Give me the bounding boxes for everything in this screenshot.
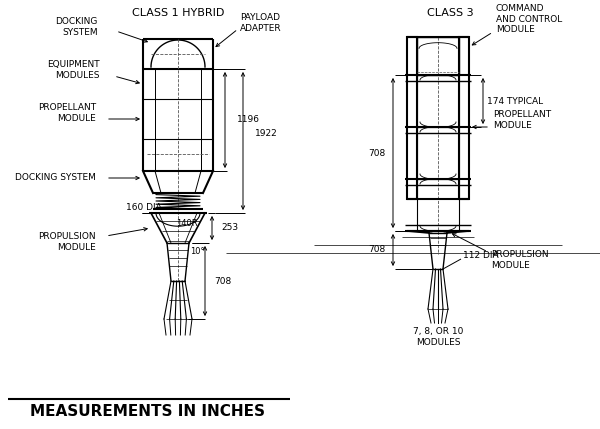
Text: MEASUREMENTS IN INCHES: MEASUREMENTS IN INCHES	[31, 404, 265, 419]
Text: 708: 708	[368, 245, 385, 254]
Bar	[407, 37, 417, 199]
Text: 708: 708	[368, 148, 385, 157]
Text: PROPELLANT
MODULE: PROPELLANT MODULE	[493, 110, 551, 130]
Bar	[417, 37, 459, 75]
Text: DOCKING
SYSTEM: DOCKING SYSTEM	[56, 17, 98, 37]
Text: 174 TYPICAL: 174 TYPICAL	[487, 97, 543, 106]
Text: 1922: 1922	[255, 130, 278, 139]
Text: PROPULSION
MODULE: PROPULSION MODULE	[491, 250, 548, 270]
Text: PROPULSION
MODULE: PROPULSION MODULE	[38, 232, 96, 252]
Text: 140R: 140R	[176, 218, 197, 227]
Text: EQUIPMENT
MODULES: EQUIPMENT MODULES	[47, 60, 100, 80]
Text: PAYLOAD
ADAPTER: PAYLOAD ADAPTER	[240, 13, 281, 33]
Text: PROPELLANT
MODULE: PROPELLANT MODULE	[38, 103, 96, 123]
Text: 708: 708	[214, 277, 231, 286]
Bar	[417, 127, 459, 179]
Text: 112 DIA: 112 DIA	[463, 251, 499, 260]
Text: 253: 253	[221, 224, 238, 233]
Text: COMMAND
AND CONTROL
MODULE: COMMAND AND CONTROL MODULE	[496, 4, 562, 34]
Bar	[417, 179, 459, 231]
Bar	[459, 37, 469, 199]
Bar	[417, 75, 459, 127]
Text: 1196: 1196	[237, 115, 260, 124]
Text: 160 DIA: 160 DIA	[126, 202, 162, 211]
Text: 7, 8, OR 10
MODULES: 7, 8, OR 10 MODULES	[413, 327, 463, 347]
Text: CLASS 1 HYBRID: CLASS 1 HYBRID	[132, 8, 224, 18]
Text: 10°: 10°	[190, 247, 205, 256]
Text: CLASS 3: CLASS 3	[427, 8, 473, 18]
Text: DOCKING SYSTEM: DOCKING SYSTEM	[15, 173, 96, 182]
